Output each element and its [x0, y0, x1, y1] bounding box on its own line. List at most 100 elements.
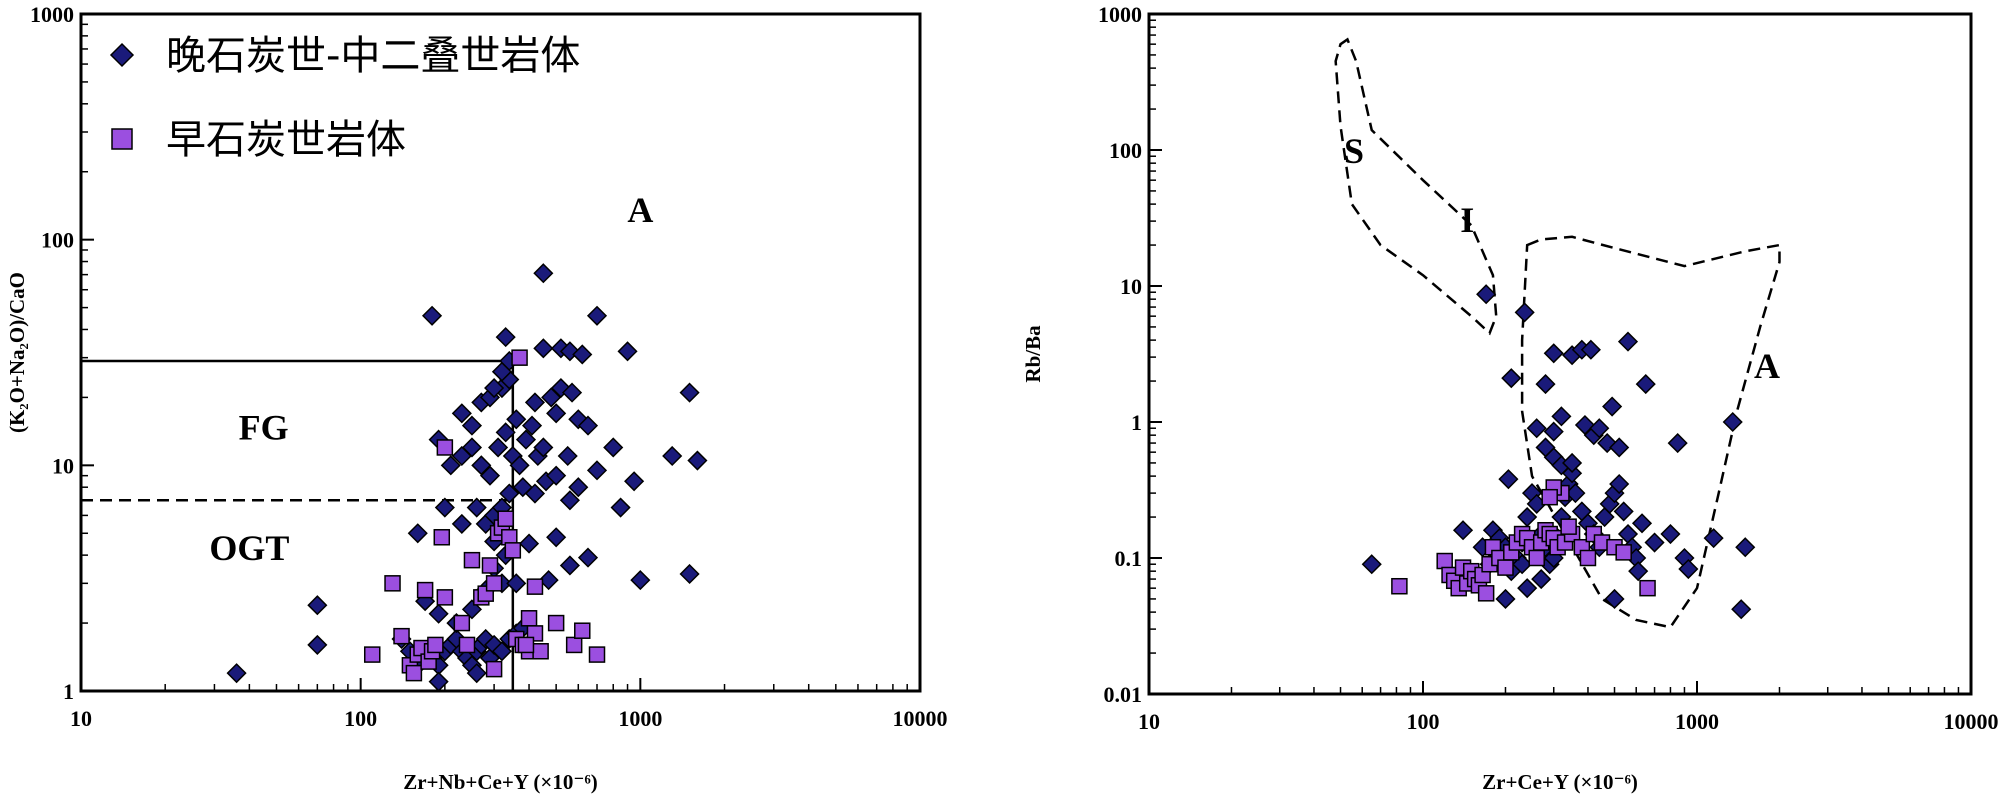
- diamond-point: [1667, 433, 1688, 454]
- diamond-point: [466, 497, 487, 518]
- diamond-point: [662, 445, 683, 467]
- field-label-i: I: [1460, 200, 1474, 240]
- diamond-point: [679, 563, 700, 585]
- left-y-axis-label: (K₂O+Na₂O)/CaO: [5, 272, 29, 433]
- diamond-point: [1535, 437, 1556, 458]
- diamond-point: [1735, 537, 1756, 558]
- diamond-point: [440, 455, 461, 476]
- diamond-point: [1731, 599, 1752, 620]
- field-label-a: A: [1754, 346, 1780, 386]
- square-point: [458, 636, 476, 654]
- diamond-point: [428, 671, 449, 692]
- square-point: [1560, 518, 1577, 535]
- right-panel: 10 100 1000 10000 0.01 0.1 1 10 100 1000 Zr+Ce+Y …: [1021, 2, 1999, 794]
- left-x-axis-label: Zr+Nb+Ce+Y (×10⁻⁶): [403, 770, 598, 794]
- diamond-point: [617, 341, 638, 362]
- diamond-point: [572, 344, 593, 365]
- diamond-point: [546, 527, 567, 548]
- diamond-point: [1543, 343, 1564, 364]
- square-point: [1615, 544, 1632, 561]
- diamond-point: [307, 595, 328, 616]
- diamond-point: [1495, 588, 1516, 610]
- square-point: [511, 349, 528, 366]
- diamond-point: [1722, 411, 1743, 433]
- diamond-point: [546, 403, 567, 424]
- square-point: [497, 510, 514, 527]
- diamond-point: [559, 490, 580, 511]
- y-tick-label-10: 10: [1120, 274, 1142, 299]
- diamond-point: [226, 663, 247, 684]
- diamond-point: [1517, 506, 1538, 528]
- diamond-point: [559, 555, 580, 576]
- diamond-point: [479, 465, 501, 486]
- square-point: [416, 581, 434, 599]
- square-point: [588, 646, 606, 663]
- diamond-point: [630, 570, 651, 591]
- diamond-point: [1543, 421, 1564, 442]
- diamond-point: [561, 382, 583, 403]
- square-point: [436, 589, 454, 606]
- right-data-marks: [1361, 284, 1756, 620]
- square-point: [453, 614, 471, 632]
- square-point: [427, 636, 444, 654]
- legend-diamond-symbol: [109, 42, 135, 68]
- left-data-marks: [226, 263, 708, 692]
- diamond-point: [451, 403, 472, 424]
- diamond-point: [557, 445, 578, 467]
- diamond-point: [1501, 368, 1522, 389]
- legend-label-1: 晚石炭世-中二叠世岩体: [166, 33, 580, 79]
- diamond-point: [488, 437, 509, 458]
- square-point: [547, 614, 565, 632]
- diamond-point: [1635, 374, 1656, 395]
- square-point: [565, 636, 583, 654]
- square-point: [436, 439, 454, 456]
- left-plot-frame: [79, 12, 922, 693]
- diamond-point: [577, 547, 599, 568]
- right-x-axis-label: Zr+Ce+Y (×10⁻⁶): [1482, 770, 1638, 794]
- square-point: [485, 575, 503, 592]
- field-label-ogt: OGT: [209, 528, 289, 568]
- diamond-point: [1361, 554, 1382, 575]
- diamond-point: [1517, 578, 1538, 599]
- diamond-point: [687, 450, 708, 471]
- diamond-point: [506, 573, 527, 594]
- diamond-point: [484, 377, 505, 399]
- diamond-point: [1580, 339, 1601, 360]
- diamond-point: [679, 382, 700, 403]
- square-point: [1391, 577, 1408, 595]
- diamond-point: [1660, 523, 1681, 545]
- square-point: [574, 622, 591, 639]
- diamond-point: [499, 483, 520, 504]
- diamond-point: [509, 455, 530, 476]
- diamond-point: [515, 429, 537, 450]
- diamond-point: [1609, 437, 1630, 458]
- legend-label-2: 早石炭世岩体: [166, 117, 406, 163]
- diamond-point: [533, 437, 554, 458]
- square-point: [1541, 488, 1558, 506]
- diamond-point: [1604, 588, 1625, 610]
- x-tick-label-100: 100: [1407, 709, 1440, 734]
- diamond-point: [533, 338, 554, 359]
- a-field-boundary: [1520, 235, 1781, 629]
- diamond-point: [610, 497, 631, 518]
- field-label-fg: FG: [239, 408, 289, 448]
- square-point: [363, 646, 381, 663]
- y-tick-label-100: 100: [41, 228, 74, 253]
- diamond-point: [1589, 418, 1610, 439]
- diamond-point: [603, 437, 624, 458]
- legend-square-symbol: [111, 128, 133, 150]
- diamond-point: [538, 570, 559, 591]
- x-tick-label-10: 10: [1138, 709, 1160, 734]
- square-point: [517, 636, 535, 654]
- diamond-point: [546, 465, 567, 486]
- diamond-point: [521, 415, 543, 436]
- y-tick-label-100: 100: [1109, 138, 1142, 163]
- diamond-point: [524, 392, 546, 413]
- y-tick-label-1: 1: [1131, 410, 1142, 435]
- diamond-point: [1551, 406, 1572, 427]
- diamond-point: [1613, 501, 1634, 522]
- y-tick-label-0-01: 0.01: [1104, 682, 1143, 707]
